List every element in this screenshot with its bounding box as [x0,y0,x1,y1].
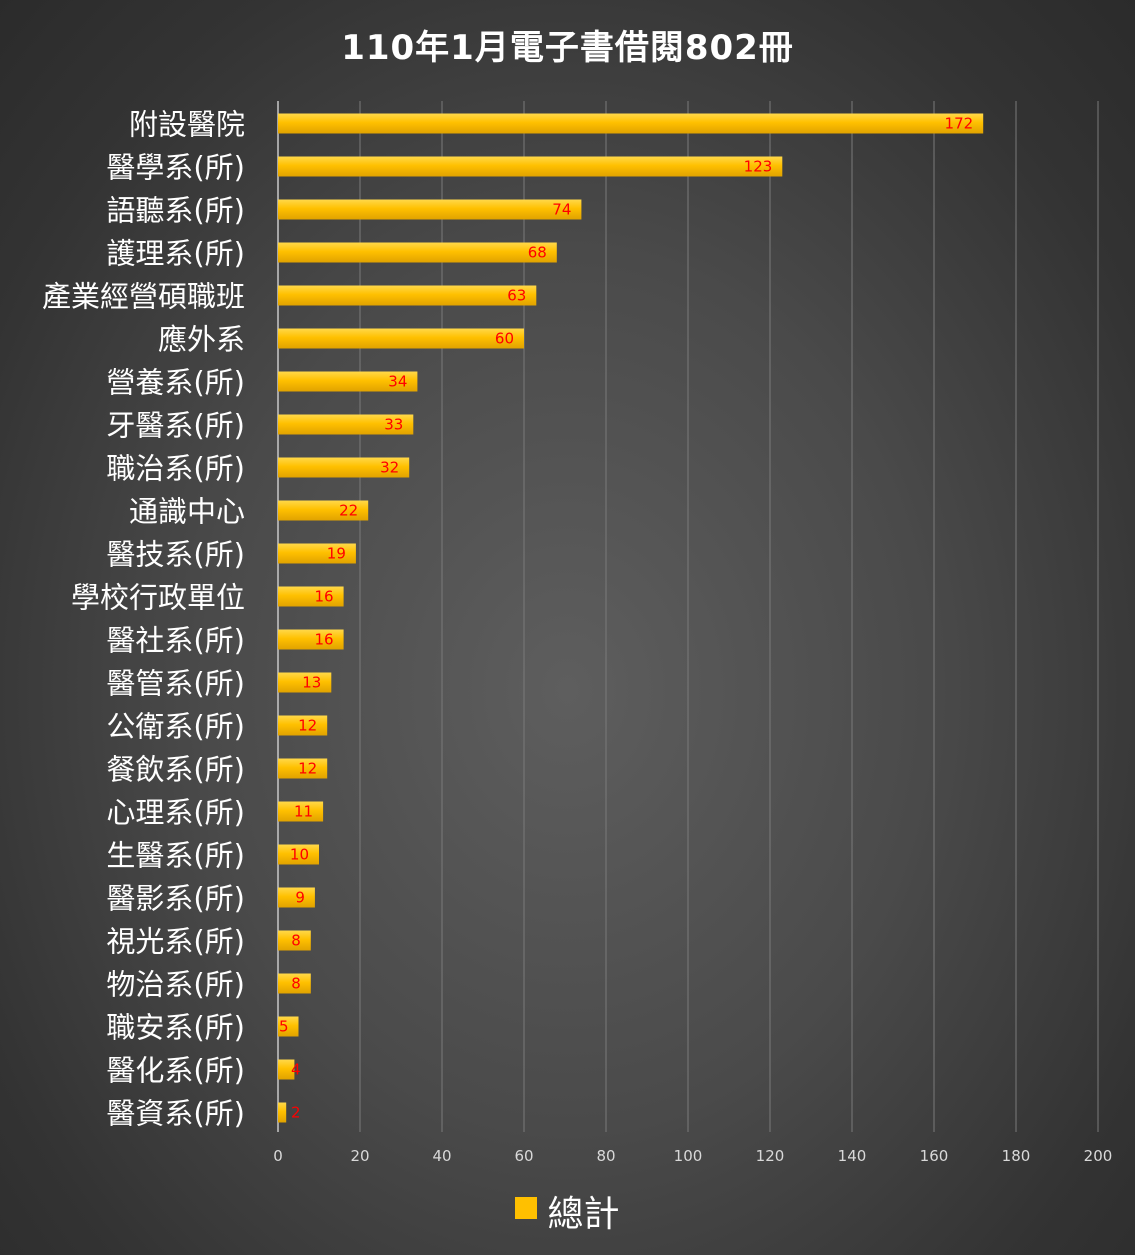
x-tick-label: 60 [514,1147,533,1165]
category-label: 職治系(所) [106,452,245,486]
data-label: 4 [291,1061,301,1079]
bar [278,500,369,521]
data-label: 2 [291,1104,301,1122]
category-label: 產業經營碩職班 [42,280,245,314]
data-label: 68 [528,244,547,262]
data-label: 5 [279,1018,289,1036]
data-label: 12 [298,760,317,778]
data-label: 16 [315,588,334,606]
category-label: 公衛系(所) [106,710,245,744]
x-tick-label: 0 [273,1147,283,1165]
category-label: 應外系 [158,323,245,357]
category-label: 醫技系(所) [106,538,245,572]
category-label: 餐飲系(所) [106,753,245,787]
x-tick-label: 160 [920,1147,949,1165]
x-tick-label: 100 [674,1147,703,1165]
data-label: 9 [295,889,305,907]
legend-label: 總計 [547,1194,620,1235]
data-label: 172 [945,115,974,133]
category-label: 營養系(所) [106,366,245,400]
data-label: 19 [327,545,346,563]
data-label: 34 [388,373,407,391]
x-tick-label: 140 [838,1147,867,1165]
bar [278,199,582,220]
x-tick-label: 180 [1002,1147,1031,1165]
bar [278,1059,295,1080]
bar [278,1102,287,1123]
bar [278,156,783,177]
category-label: 護理系(所) [106,237,245,271]
data-label: 60 [495,330,514,348]
data-label: 16 [315,631,334,649]
data-label: 12 [298,717,317,735]
data-label: 32 [380,459,399,477]
category-label: 醫學系(所) [106,151,245,185]
data-labels: 172 123 74 68 63 60 34 33 32 22 19 16 16 13 12 12 11 10 9 8… [279,115,973,1122]
bar [278,672,332,693]
category-label: 附設醫院 [129,108,245,142]
category-label: 醫管系(所) [106,667,245,701]
data-label: 74 [552,201,571,219]
category-label: 職安系(所) [106,1011,245,1045]
category-label: 心理系(所) [106,796,245,830]
legend-swatch [515,1197,538,1219]
category-label: 醫社系(所) [106,624,245,658]
category-label: 醫化系(所) [106,1054,245,1088]
category-label: 牙醫系(所) [106,409,245,443]
bar [278,801,324,822]
data-label: 10 [290,846,309,864]
bar [278,930,311,951]
data-label: 63 [507,287,526,305]
bar [278,758,328,779]
x-tick-label: 20 [350,1147,369,1165]
bar [278,328,524,349]
category-label: 學校行政單位 [71,581,245,615]
bar [278,715,328,736]
bar [278,285,537,306]
x-tick-label: 80 [596,1147,615,1165]
chart-title: 110年1月電子書借閱802冊 [341,28,794,68]
bar [278,414,414,435]
data-label: 123 [744,158,773,176]
data-label: 8 [291,932,301,950]
bar [278,844,319,865]
data-label: 13 [302,674,321,692]
category-label: 醫影系(所) [106,882,245,916]
category-label: 生醫系(所) [106,839,245,873]
bar [278,586,344,607]
data-label: 11 [294,803,313,821]
legend: 總計 [0,1185,1135,1237]
x-tick-label: 200 [1084,1147,1113,1165]
gridlines [277,101,1099,1132]
bar [278,543,356,564]
bar [278,371,418,392]
bar [278,113,984,134]
value-axis-tick-labels: 0 20 40 60 80 100 120 140 160 180 200 [273,1147,1112,1165]
x-tick-label: 40 [432,1147,451,1165]
bar [278,887,315,908]
bar [278,629,344,650]
bar [278,457,410,478]
bar [278,242,557,263]
data-label: 22 [339,502,358,520]
category-label: 通識中心 [129,495,245,529]
category-label: 物治系(所) [106,968,245,1002]
x-tick-label: 120 [756,1147,785,1165]
bars [278,113,984,1123]
category-label: 醫資系(所) [106,1097,245,1131]
bar [278,1016,299,1037]
bar [278,973,311,994]
data-label: 33 [384,416,403,434]
category-label: 視光系(所) [106,925,245,959]
category-label: 語聽系(所) [106,194,245,228]
data-label: 8 [291,975,301,993]
